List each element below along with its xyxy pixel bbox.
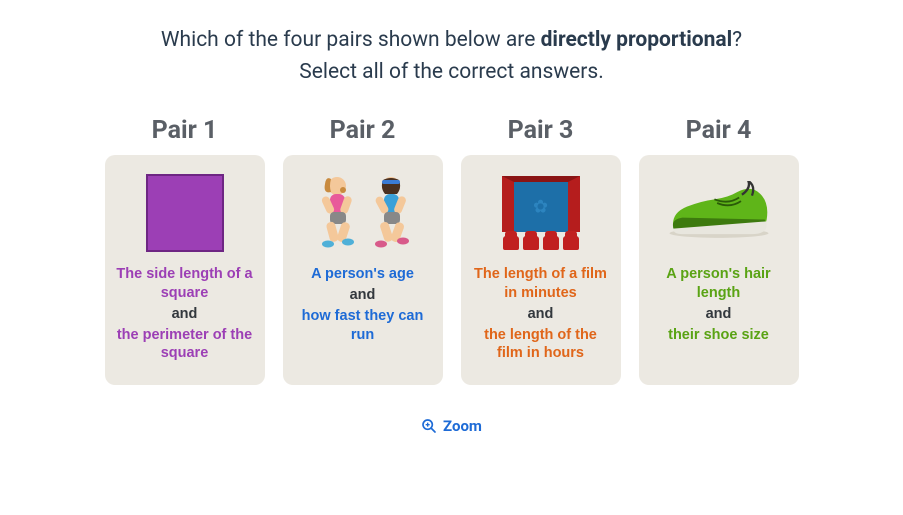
pair-3-title: Pair 3 [508, 116, 574, 145]
pair-3[interactable]: Pair 3 The length of a film in minutes a… [461, 116, 621, 385]
question-strong: directly proportional [541, 28, 733, 52]
pair-4-title: Pair 4 [686, 116, 752, 145]
pair-3-line2: the length of the film in hours [484, 327, 597, 362]
pair-4-card: A person's hair length and their shoe si… [639, 155, 799, 385]
pair-4-and: and [649, 305, 789, 324]
pair-4-desc: A person's hair length and their shoe si… [649, 265, 789, 344]
pair-4[interactable]: Pair 4 A person's hair length and their … [639, 116, 799, 385]
pair-3-card: The length of a film in minutes and the … [461, 155, 621, 385]
pair-4-line2: their shoe size [668, 327, 769, 343]
pair-1-card: The side length of a square and the peri… [105, 155, 265, 385]
pair-2-title: Pair 2 [330, 116, 396, 145]
zoom-button[interactable]: Zoom [0, 417, 903, 435]
pair-1-line2: the perimeter of the square [117, 327, 252, 362]
zoom-icon [421, 418, 437, 434]
pair-1[interactable]: Pair 1 The side length of a square and t… [105, 116, 265, 385]
pair-2-line1: A person's age [311, 266, 414, 282]
pair-2-and: and [293, 286, 433, 305]
runners-icon [293, 167, 433, 259]
pair-3-desc: The length of a film in minutes and the … [471, 265, 611, 363]
pair-4-line1: A person's hair length [666, 266, 770, 301]
zoom-label: Zoom [443, 417, 482, 435]
pair-2[interactable]: Pair 2 [283, 116, 443, 385]
pair-2-desc: A person's age and how fast they can run [293, 265, 433, 344]
theater-icon [471, 167, 611, 259]
question-line1a: Which of the four pairs shown below are [161, 28, 541, 52]
square-icon [115, 167, 255, 259]
question-line2: Select all of the correct answers. [299, 60, 604, 84]
pair-2-card: A person's age and how fast they can run [283, 155, 443, 385]
pair-1-line1: The side length of a square [116, 266, 252, 301]
question-line1b: ? [732, 28, 742, 52]
question-text: Which of the four pairs shown below are … [0, 0, 903, 98]
pair-1-desc: The side length of a square and the peri… [115, 265, 255, 363]
pair-3-and: and [471, 305, 611, 324]
pair-1-title: Pair 1 [152, 116, 218, 145]
cards-row: Pair 1 The side length of a square and t… [0, 116, 903, 385]
pair-1-and: and [115, 305, 255, 324]
pair-3-line1: The length of a film in minutes [474, 266, 607, 301]
shoe-icon [649, 167, 789, 259]
pair-2-line2: how fast they can run [302, 308, 424, 343]
